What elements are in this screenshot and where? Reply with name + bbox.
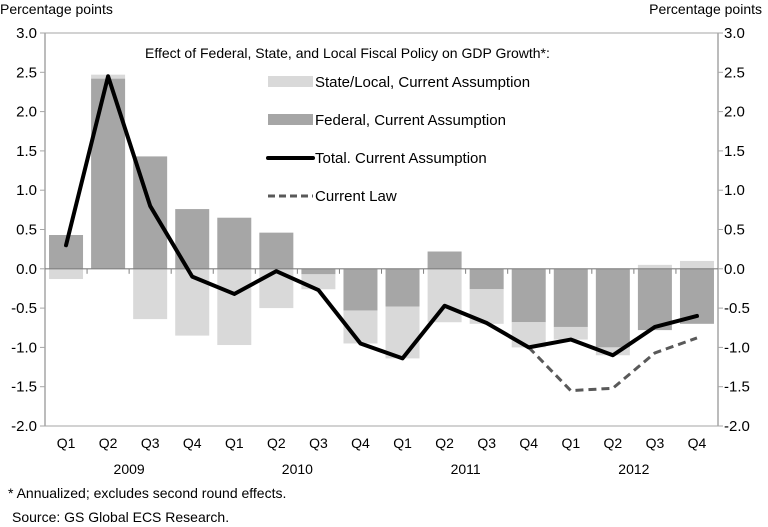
x-tick-label: Q4 [519,435,538,451]
x-tick-label: Q4 [351,435,370,451]
bar-federal [595,268,630,348]
y-tick-label-left: 0.0 [16,261,37,278]
x-tick-label: Q3 [477,435,496,451]
legend-swatch-state-local [268,76,313,87]
legend-label: Current Law [315,188,397,205]
bar-federal [217,217,252,269]
footnote: * Annualized; excludes second round effe… [8,485,287,501]
y-tick-label-left: 2.0 [16,104,37,121]
x-tick-label: Q1 [393,435,412,451]
series-line-current-law [527,336,698,393]
legend-label: State/Local, Current Assumption [315,74,530,91]
chart-title: Effect of Federal, State, and Local Fisc… [145,45,550,61]
bar-state-local [553,326,588,340]
bar-state-local [427,268,462,323]
y-tick-label-right: 2.0 [724,104,745,121]
y-tick-label-left: 0.5 [16,222,37,239]
y-tick-label-right: -1.0 [724,339,750,356]
bar-federal [259,232,294,269]
y-tick-label-right: 2.5 [724,64,745,81]
year-label: 2009 [114,461,145,477]
bar-federal [343,268,378,311]
y-tick-label-left: -2.0 [11,418,37,435]
bar-state-local [217,268,252,346]
y-tick-label-left: -0.5 [11,300,37,317]
bar-state-local [595,347,630,356]
x-tick-label: Q1 [57,435,76,451]
y-axis-label-left: Percentage points [0,1,113,17]
x-tick-label: Q2 [604,435,623,451]
y-tick-label-right: -1.5 [724,379,750,396]
bar-federal [511,268,546,323]
x-tick-label: Q3 [141,435,160,451]
x-tick-label: Q1 [561,435,580,451]
x-tick-label: Q3 [646,435,665,451]
legend-label: Total. Current Assumption [315,150,487,167]
series-line-total [64,74,699,361]
y-tick-label-right: 0.5 [724,222,745,239]
bar-federal [637,268,672,331]
x-tick-label: Q1 [225,435,244,451]
y-tick-label-left: 3.0 [16,25,37,42]
source-note: Source: GS Global ECS Research. [12,509,230,525]
year-label: 2011 [451,461,481,477]
y-tick-label-left: 1.0 [16,182,37,199]
y-tick-label-right: 3.0 [724,25,745,42]
x-tick-label: Q2 [99,435,118,451]
bar-federal [427,251,462,269]
year-label: 2012 [618,461,649,477]
bar-state-local [385,306,420,359]
year-label: 2010 [282,461,313,477]
x-tick-label: Q2 [267,435,286,451]
bar-state-local [637,264,672,269]
y-tick-label-right: 1.0 [724,182,745,199]
x-tick-label: Q4 [183,435,202,451]
bar-federal [553,268,588,327]
x-tick-label: Q4 [688,435,707,451]
y-tick-label-left: -1.5 [11,379,37,396]
bar-state-local [511,322,546,348]
bar-state-local [301,274,336,290]
x-tick-label: Q2 [435,435,454,451]
bar-state-local [133,268,168,320]
legend-swatch-federal [268,114,313,125]
y-tick-label-left: -1.0 [11,339,37,356]
y-tick-label-left: 1.5 [16,143,37,160]
y-tick-label-right: -2.0 [724,418,750,435]
x-tick-label: Q3 [309,435,328,451]
bar-federal [301,268,336,275]
y-tick-label-right: 1.5 [724,143,745,160]
y-axis-label-right: Percentage points [649,1,762,17]
y-tick-label-left: 2.5 [16,64,37,81]
bar-federal [469,268,504,290]
bar-federal [385,268,420,307]
y-tick-label-right: 0.0 [724,261,745,278]
y-tick-label-right: -0.5 [724,300,750,317]
bar-state-local [49,268,84,280]
bar-state-local [679,260,714,269]
legend-label: Federal, Current Assumption [315,112,506,129]
